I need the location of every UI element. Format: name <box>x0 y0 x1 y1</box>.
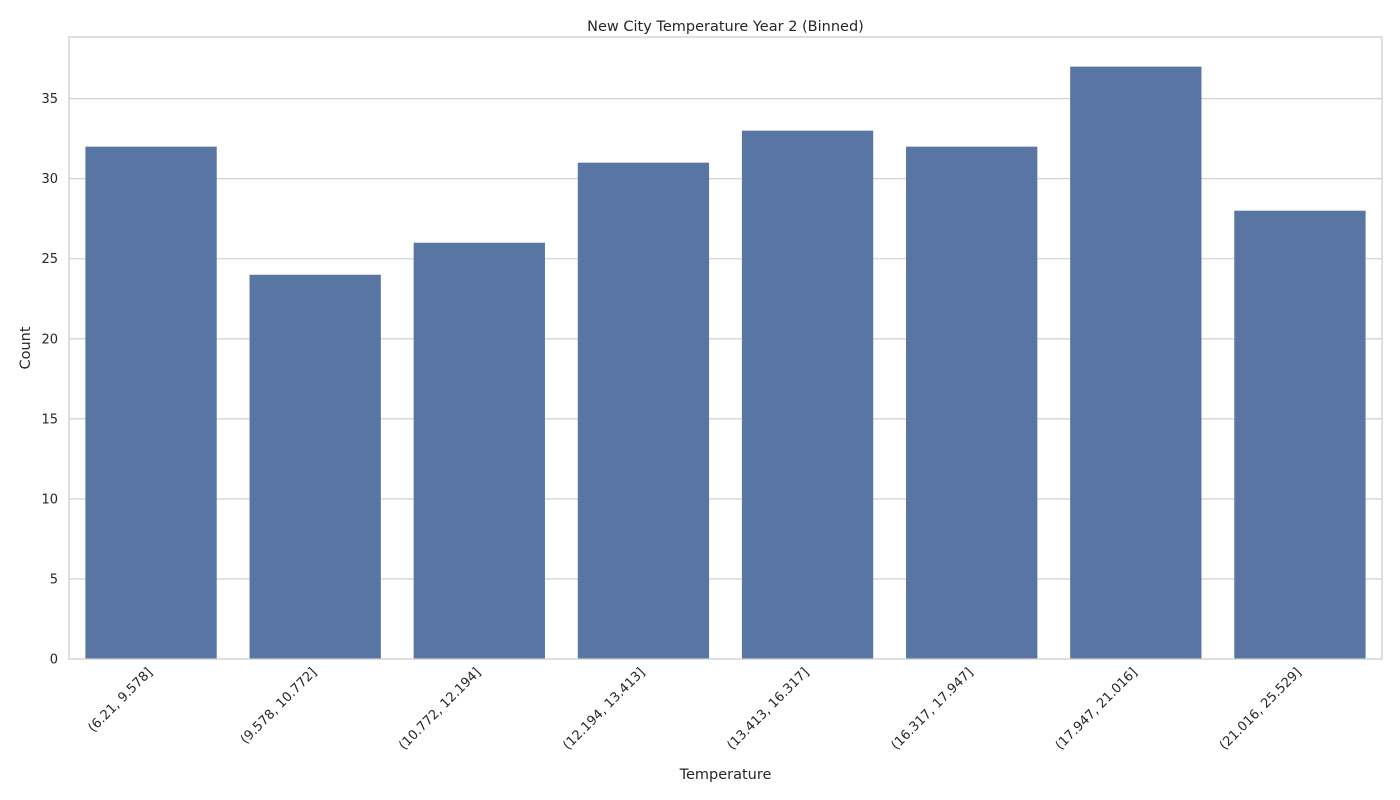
x-tick-label: (6.21, 9.578] <box>85 665 155 735</box>
x-axis-label: Temperature <box>679 767 772 783</box>
y-tick-label: 25 <box>41 252 58 267</box>
bar <box>577 162 710 659</box>
x-tick-label: (10.772, 12.194] <box>396 665 484 753</box>
x-tick-label: (9.578, 10.772] <box>238 665 320 747</box>
y-tick-label: 0 <box>50 653 58 668</box>
bar <box>85 146 217 659</box>
bar <box>741 130 874 660</box>
x-tick-label: (17.947, 21.016] <box>1053 665 1141 753</box>
y-tick-label: 30 <box>41 172 58 187</box>
bars <box>85 66 1366 660</box>
x-tick-label: (12.194, 13.413] <box>560 665 648 753</box>
x-tick-label: (21.016, 25.529] <box>1217 665 1305 753</box>
y-tick-label: 10 <box>41 492 58 507</box>
bar <box>906 146 1038 659</box>
x-tick-label: (16.317, 17.947] <box>889 665 977 753</box>
chart-title: New City Temperature Year 2 (Binned) <box>587 19 864 35</box>
x-tick-labels: (6.21, 9.578] (9.578, 10.772] (10.772, 12.… <box>85 665 1304 753</box>
y-tick-label: 35 <box>41 92 58 107</box>
y-tick-label: 15 <box>41 412 58 427</box>
bar <box>1070 66 1202 660</box>
plot-frame <box>68 36 1383 660</box>
x-tick-label: (13.413, 16.317] <box>724 665 812 753</box>
bar <box>413 242 545 659</box>
y-tick-labels: 0 5 10 15 20 25 30 35 <box>41 92 58 667</box>
bar <box>1234 210 1366 659</box>
y-axis-label: Count <box>18 326 34 369</box>
y-tick-label: 5 <box>50 572 58 587</box>
y-tick-label: 20 <box>41 332 58 347</box>
bar <box>249 274 381 659</box>
